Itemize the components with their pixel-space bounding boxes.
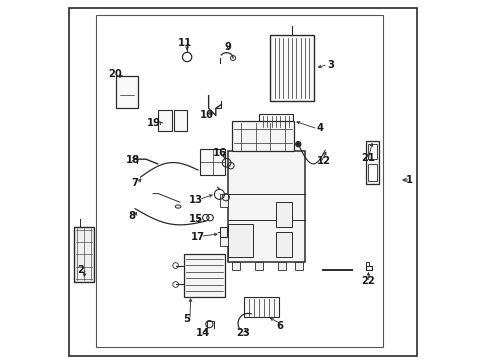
Bar [228,151,305,262]
Text: 11: 11 [178,38,192,48]
Text: 20: 20 [108,69,122,79]
Text: 5: 5 [183,314,190,324]
Bar [366,262,368,266]
Text: 9: 9 [224,42,231,51]
Bar [220,233,228,246]
Text: 17: 17 [190,232,204,242]
Bar [276,202,291,227]
Bar [174,110,187,131]
Bar [244,297,278,317]
Text: 21: 21 [361,153,374,163]
Bar [365,141,379,184]
Bar [199,149,225,175]
Text: 2: 2 [77,265,83,275]
Text: 15: 15 [189,214,203,224]
Text: 4: 4 [316,123,323,133]
Bar [183,253,224,297]
Bar [367,144,376,159]
Text: 19: 19 [147,118,161,128]
Bar [231,121,293,151]
Text: 23: 23 [235,328,249,338]
Circle shape [295,141,300,147]
Bar [220,194,228,207]
Text: 10: 10 [200,111,214,121]
Bar [269,35,314,101]
Bar [294,262,302,270]
Ellipse shape [175,205,181,208]
Text: 16: 16 [212,148,226,158]
Bar [367,165,376,181]
Text: 7: 7 [131,178,138,188]
Text: 22: 22 [361,276,374,287]
Bar [255,262,263,270]
Bar [116,76,137,108]
Text: 12: 12 [316,156,330,166]
Bar [158,110,171,131]
Bar [74,226,94,282]
Text: 1: 1 [405,175,412,185]
Text: 8: 8 [128,211,135,221]
Text: 3: 3 [326,60,333,70]
Bar [231,262,239,270]
Bar [276,233,291,257]
Bar [278,262,286,270]
Bar [96,15,382,347]
Text: 14: 14 [196,328,210,338]
Text: 13: 13 [189,195,203,205]
Text: 6: 6 [276,321,283,331]
Bar [365,266,371,270]
Bar [228,224,252,257]
Text: 18: 18 [125,154,140,165]
Bar [258,114,292,128]
Bar [220,227,227,237]
